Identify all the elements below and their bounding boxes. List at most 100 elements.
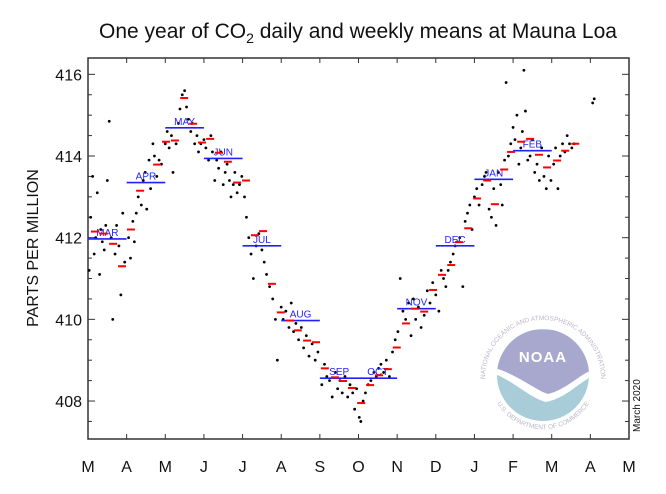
monthly-mean-label: JAN [484, 168, 503, 179]
daily-point [558, 154, 562, 158]
daily-point [89, 215, 93, 219]
daily-point [537, 179, 541, 182]
daily-point [153, 154, 156, 158]
daily-point [284, 309, 288, 313]
daily-point [187, 117, 190, 121]
monthly-mean-label: APR [136, 172, 157, 183]
daily-point [528, 154, 532, 158]
daily-point [92, 252, 96, 256]
daily-point [107, 119, 111, 123]
title-subscript: 2 [246, 30, 254, 46]
daily-point [100, 240, 104, 244]
daily-point [195, 134, 199, 137]
daily-point [229, 195, 233, 199]
daily-point [446, 268, 450, 272]
daily-point [131, 219, 135, 223]
daily-point [304, 334, 308, 338]
daily-point [336, 387, 340, 391]
daily-point [197, 150, 200, 154]
x-tick-label: M [545, 459, 558, 476]
daily-point [388, 375, 391, 378]
daily-point [561, 142, 564, 146]
daily-point [425, 289, 429, 293]
daily-point [271, 297, 275, 301]
daily-point [104, 224, 108, 227]
daily-point [180, 93, 184, 97]
daily-point [170, 134, 173, 137]
daily-point [207, 158, 210, 162]
daily-point [519, 146, 523, 150]
daily-point [520, 130, 524, 133]
daily-point [221, 183, 225, 186]
daily-point [549, 179, 553, 182]
x-tick-label: J [200, 459, 208, 476]
daily-point [102, 248, 106, 252]
daily-point [434, 293, 438, 297]
daily-point [165, 130, 169, 133]
daily-point [202, 138, 206, 142]
daily-point [475, 187, 479, 191]
daily-point [484, 170, 488, 174]
daily-point [515, 113, 519, 117]
daily-point [346, 395, 350, 399]
daily-point [177, 121, 180, 125]
daily-point [407, 301, 411, 305]
daily-point [458, 236, 462, 240]
daily-point [422, 313, 426, 317]
daily-point [127, 236, 130, 240]
daily-point [228, 179, 231, 182]
daily-point [353, 407, 357, 411]
daily-point [428, 301, 432, 305]
daily-point [265, 273, 268, 276]
daily-point [439, 268, 443, 272]
monthly-mean-label: SEP [329, 367, 349, 378]
daily-point [540, 146, 544, 150]
daily-point [163, 142, 167, 146]
daily-point [231, 183, 235, 186]
daily-point [325, 375, 329, 378]
chart-title: One year of CO2 daily and weekly means a… [99, 20, 617, 46]
daily-point [507, 154, 510, 158]
daily-point [568, 142, 571, 146]
axes: 408 410 412 414 416 M A M J J A S O N D J F M A M [55, 57, 636, 476]
daily-point [247, 236, 251, 240]
daily-point [377, 366, 380, 370]
daily-point [384, 358, 388, 362]
daily-point [299, 326, 303, 329]
daily-point [105, 179, 109, 182]
daily-point [369, 379, 373, 383]
daily-point [279, 305, 283, 309]
daily-point [328, 379, 331, 383]
monthly-mean-label: FEB [523, 140, 543, 151]
daily-point [591, 101, 595, 105]
daily-point [556, 187, 560, 191]
title-part-1: One year of CO [99, 20, 246, 43]
daily-point [151, 142, 155, 146]
daily-point [274, 317, 277, 321]
y-tick-label: 410 [55, 312, 82, 329]
daily-point [249, 252, 253, 256]
daily-point [260, 248, 264, 252]
daily-point [393, 338, 397, 342]
daily-point [379, 362, 383, 366]
daily-point [477, 203, 481, 207]
noaa-logo: NOAA NATIONAL OCEANIC AND ATMOSPHERIC AD… [480, 315, 606, 431]
daily-point [275, 358, 279, 362]
daily-point [287, 326, 291, 329]
daily-point [251, 277, 255, 280]
daily-point [503, 158, 506, 162]
monthly-mean-label: OCT [367, 367, 388, 378]
daily-point [323, 362, 326, 366]
daily-point [113, 252, 117, 256]
daily-point [463, 219, 467, 223]
daily-point [496, 170, 500, 174]
daily-point [129, 256, 132, 260]
daily-point [215, 158, 219, 162]
daily-point [449, 260, 452, 264]
daily-point [500, 203, 504, 207]
monthly-mean-label: NOV [406, 298, 428, 309]
daily-point [442, 277, 445, 280]
daily-point [592, 97, 596, 101]
daily-point [499, 183, 503, 186]
